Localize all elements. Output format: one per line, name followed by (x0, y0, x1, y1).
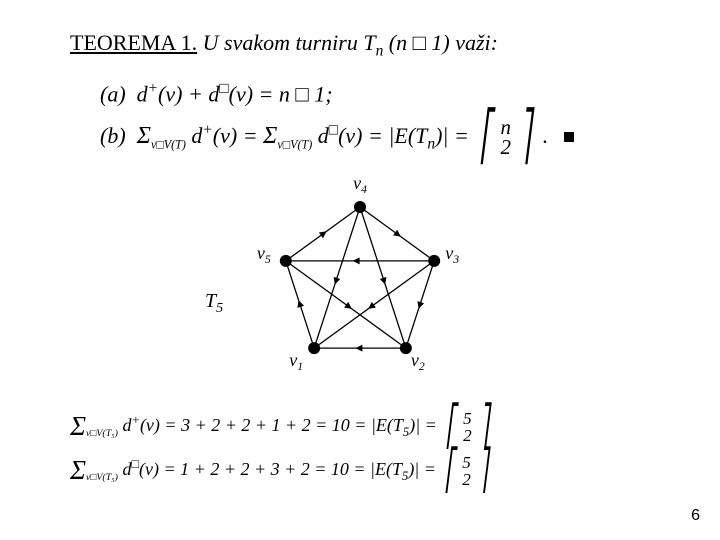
graph-label-v3: v3 (445, 243, 459, 266)
binom-n-2: n2 (501, 117, 511, 159)
theorem-body: U svakom turniru Tn (n □ 1) važi: (203, 30, 498, 55)
graph-node-v5 (280, 255, 292, 267)
arrow-head (319, 231, 327, 238)
bottom-equations: Σv□V(T₅) d+(v) = 3 + 2 + 2 + 1 + 2 = 10 … (70, 410, 493, 498)
qed-box (564, 132, 574, 142)
arrow-head (393, 230, 401, 237)
theorem-statement: TEOREMA 1. U svakom turniru Tn (n □ 1) v… (70, 30, 660, 60)
eq-indegree-sum: Σv□V(T₅) d□(v) = 1 + 2 + 2 + 3 + 2 = 10 … (70, 454, 493, 488)
graph-edge (314, 207, 360, 348)
item-b: (b) Σv□V(T) d+(v) = Σv□V(T) d□(v) = |E(T… (100, 117, 660, 159)
arrow-head (334, 277, 341, 285)
page-number: 6 (691, 507, 700, 525)
page-root: TEOREMA 1. U svakom turniru Tn (n □ 1) v… (0, 0, 720, 158)
graph-node-v4 (354, 201, 366, 213)
arrow-head (417, 301, 424, 309)
graph-label-v1: v1 (289, 350, 303, 373)
graph-edge (286, 261, 406, 348)
arrow-head (297, 300, 304, 308)
item-a: (a) d+(v) + d□(v) = n □ 1; (100, 78, 660, 110)
arrow-head (368, 302, 376, 309)
arrow-head (355, 345, 362, 352)
tournament-graph: v4 v3 v2 v1 v5 (200, 170, 520, 410)
arrow-head (344, 302, 352, 309)
graph-label-v4: v4 (353, 173, 367, 196)
arrow-head (353, 257, 360, 264)
eq-outdegree-sum: Σv□V(T₅) d+(v) = 3 + 2 + 2 + 1 + 2 = 10 … (70, 410, 493, 444)
graph-edge (360, 207, 406, 348)
theorem-prefix: TEOREMA 1. (70, 30, 197, 55)
arrow-head (380, 277, 387, 285)
graph-label-v2: v2 (411, 350, 425, 373)
graph-label-v5: v5 (257, 243, 271, 266)
graph-edge (314, 261, 434, 348)
graph-node-v1 (308, 342, 320, 354)
graph-node-v3 (428, 255, 440, 267)
